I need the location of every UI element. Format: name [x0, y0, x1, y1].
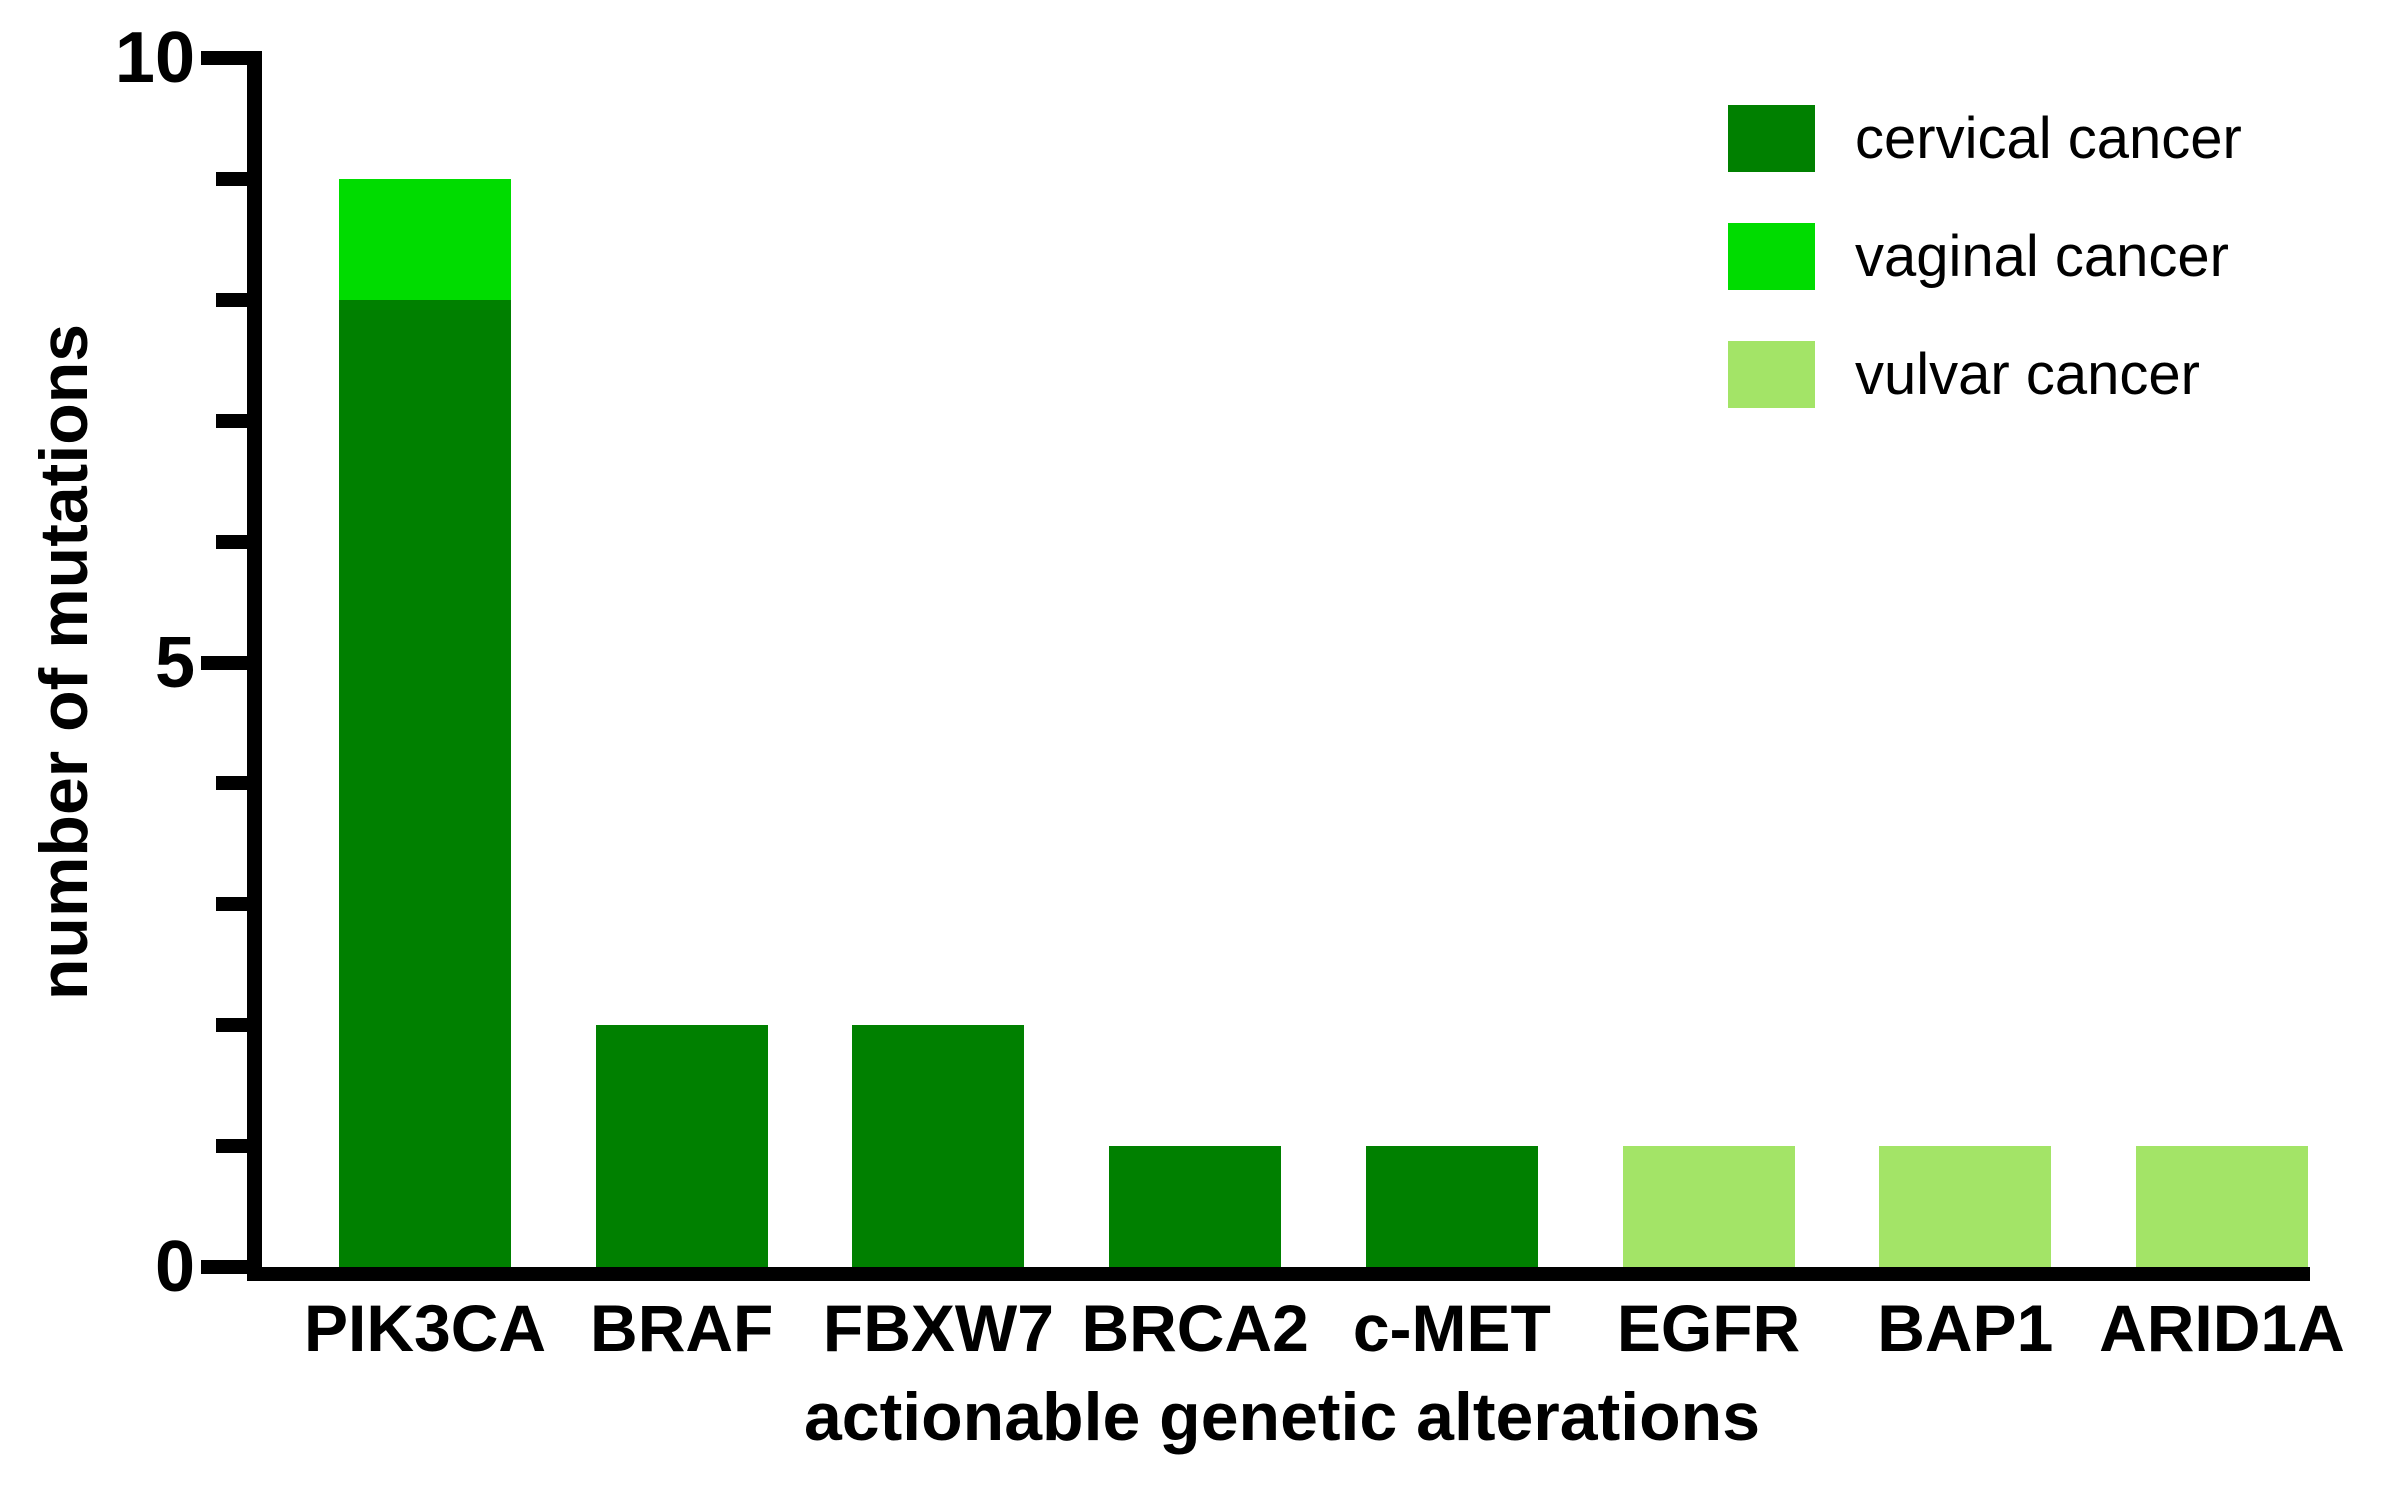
y-axis-minor-tick [216, 1018, 247, 1033]
bar-segment-EGFR [1622, 1146, 1795, 1267]
y-axis-minor-tick [216, 1139, 247, 1154]
x-axis-category-label: FBXW7 [822, 1291, 1054, 1365]
x-axis-category-label: PIK3CA [303, 1291, 547, 1365]
y-axis-line [247, 51, 262, 1281]
y-axis-major-tick [201, 1260, 247, 1274]
bar-segment-ARID1A [2135, 1146, 2308, 1267]
x-axis-category-label: BRAF [590, 1291, 774, 1365]
y-axis-tick-label: 10 [114, 18, 195, 98]
y-axis-major-tick [201, 51, 247, 65]
y-axis-minor-tick [216, 776, 247, 791]
bar-segment-PIK3CA [339, 178, 511, 300]
y-axis-major-tick [201, 655, 247, 670]
y-axis-minor-tick [216, 292, 247, 307]
bar-segment-BAP1 [1879, 1146, 2052, 1267]
bar-segment-FBXW7 [852, 1025, 1025, 1267]
bar-segment-BRCA2 [1109, 1146, 1282, 1267]
y-axis-minor-tick [216, 171, 247, 186]
legend-label: vaginal cancer [1855, 224, 2229, 289]
y-axis-minor-tick [216, 897, 247, 912]
x-axis-category-label: c-MET [1352, 1291, 1551, 1365]
x-axis-line [247, 1267, 2310, 1281]
y-axis-tick-label: 0 [154, 1227, 195, 1307]
y-axis-tick-label: 5 [154, 622, 195, 703]
legend-swatch [1728, 105, 1815, 172]
y-axis-minor-tick [216, 413, 247, 428]
legend-swatch [1728, 341, 1815, 408]
legend-swatch [1728, 223, 1815, 290]
x-axis-title: actionable genetic alterations [803, 1379, 1761, 1455]
x-axis-category-label: BAP1 [1877, 1291, 2054, 1365]
bar-segment-c-MET [1365, 1146, 1538, 1267]
x-axis-category-label: ARID1A [2099, 1291, 2345, 1365]
legend-label: cervical cancer [1855, 106, 2242, 171]
bar-segment-BRAF [595, 1025, 768, 1267]
bar-segment-PIK3CA [339, 299, 511, 1267]
x-axis-category-label: BRCA2 [1081, 1291, 1309, 1365]
x-axis-category-label: EGFR [1616, 1291, 1801, 1365]
y-axis-minor-tick [216, 534, 247, 549]
legend-label: vulvar cancer [1855, 342, 2200, 407]
